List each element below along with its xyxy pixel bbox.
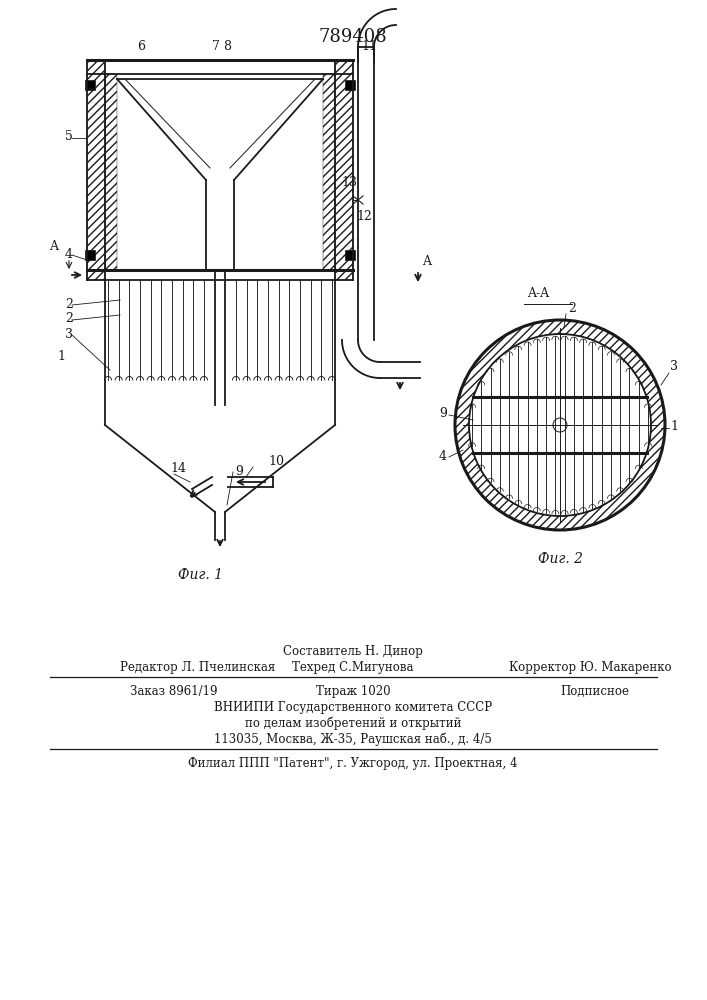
Text: A: A bbox=[422, 255, 431, 268]
Text: Фиг. 1: Фиг. 1 bbox=[177, 568, 223, 582]
Bar bbox=[85, 250, 95, 260]
Text: A: A bbox=[49, 240, 58, 253]
Text: Корректор Ю. Макаренко: Корректор Ю. Макаренко bbox=[509, 661, 672, 674]
Text: 3: 3 bbox=[65, 328, 73, 341]
Bar bbox=[105, 74, 117, 270]
Text: 4: 4 bbox=[65, 248, 73, 261]
Text: 2: 2 bbox=[568, 302, 576, 315]
Text: по делам изобретений и открытий: по делам изобретений и открытий bbox=[245, 717, 461, 730]
Text: 12: 12 bbox=[356, 210, 372, 223]
Text: Составитель Н. Динор: Составитель Н. Динор bbox=[283, 645, 423, 658]
Text: Техред С.Мигунова: Техред С.Мигунова bbox=[292, 661, 414, 674]
Bar bbox=[335, 60, 353, 280]
Text: Фиг. 2: Фиг. 2 bbox=[537, 552, 583, 566]
Text: 2: 2 bbox=[65, 298, 73, 311]
Text: 6: 6 bbox=[137, 40, 145, 53]
Text: 13: 13 bbox=[341, 176, 357, 189]
Text: 1: 1 bbox=[670, 420, 678, 433]
Text: 10: 10 bbox=[268, 455, 284, 468]
Text: 14: 14 bbox=[170, 462, 186, 475]
Bar bbox=[323, 74, 335, 270]
Text: Заказ 8961/19: Заказ 8961/19 bbox=[130, 685, 218, 698]
Text: 11: 11 bbox=[361, 40, 377, 53]
Bar bbox=[345, 80, 355, 90]
Text: 9: 9 bbox=[439, 407, 447, 420]
Text: ВНИИПИ Государственного комитета СССР: ВНИИПИ Государственного комитета СССР bbox=[214, 701, 492, 714]
Text: 9: 9 bbox=[235, 465, 243, 478]
Text: 5: 5 bbox=[65, 130, 73, 143]
Text: 8: 8 bbox=[223, 40, 231, 53]
Text: 789408: 789408 bbox=[319, 28, 387, 46]
Text: Подписное: Подписное bbox=[560, 685, 629, 698]
Bar bbox=[87, 60, 105, 280]
Bar bbox=[85, 80, 95, 90]
Text: 1: 1 bbox=[57, 350, 65, 363]
Text: Редактор Л. Пчелинская: Редактор Л. Пчелинская bbox=[120, 661, 275, 674]
Text: A-A: A-A bbox=[527, 287, 549, 300]
Text: 113035, Москва, Ж-35, Раушская наб., д. 4/5: 113035, Москва, Ж-35, Раушская наб., д. … bbox=[214, 733, 492, 746]
Text: 2: 2 bbox=[65, 312, 73, 325]
Text: Филиал ППП "Патент", г. Ужгород, ул. Проектная, 4: Филиал ППП "Патент", г. Ужгород, ул. Про… bbox=[188, 757, 518, 770]
Text: 7: 7 bbox=[212, 40, 220, 53]
Text: Тираж 1020: Тираж 1020 bbox=[316, 685, 390, 698]
Text: 3: 3 bbox=[670, 360, 678, 373]
Bar bbox=[345, 250, 355, 260]
Text: 4: 4 bbox=[439, 450, 447, 463]
